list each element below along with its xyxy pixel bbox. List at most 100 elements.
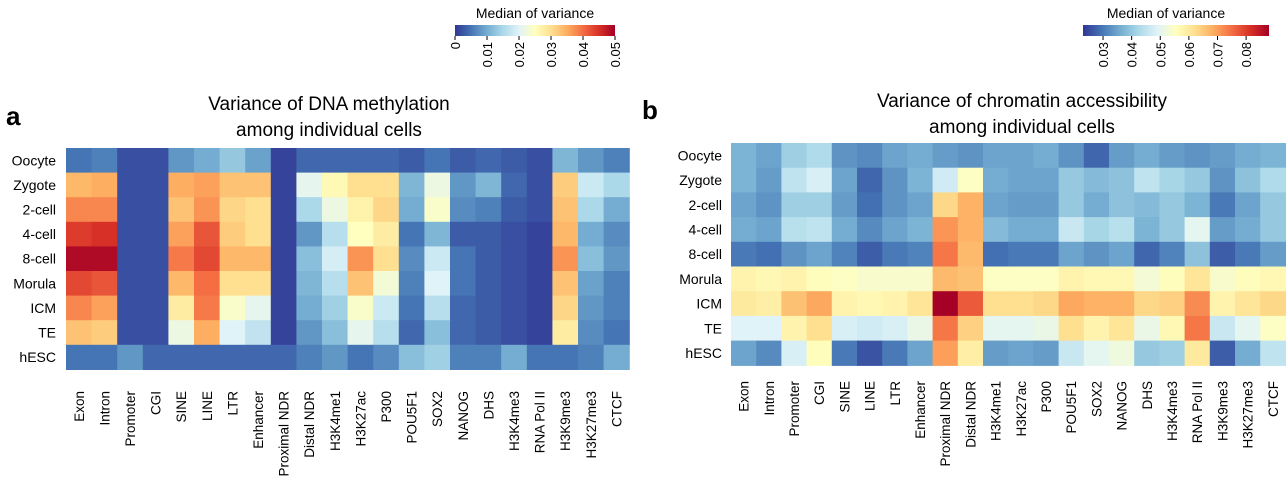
panel-b-cell-7-19 xyxy=(1209,315,1236,342)
panel-b-cell-0-20 xyxy=(1235,143,1261,169)
panel-b-cell-0-21 xyxy=(1260,143,1286,169)
panel-b-cell-0-17 xyxy=(1159,143,1186,169)
panel-b-cell-4-8 xyxy=(932,241,959,268)
panel-b-cell-0-19 xyxy=(1209,143,1236,169)
panel-b-cell-5-13 xyxy=(1058,266,1085,292)
panel-b-cell-8-9 xyxy=(957,340,984,366)
panel-a-cell-8-13 xyxy=(398,344,425,370)
panel-a-cell-3-21 xyxy=(603,221,630,247)
panel-b-column-labels: Exon Intron Promoter CGI SINE LINE LTR Enhancer… xyxy=(737,381,1281,467)
panel-a-cell-4-6 xyxy=(219,246,246,272)
panel-a-legend-tick-label: 0.02 xyxy=(512,42,527,67)
panel-a-cell-6-6 xyxy=(219,295,246,321)
panel-b-column-label: Exon xyxy=(737,381,752,412)
panel-a-cell-6-15 xyxy=(450,295,477,321)
panel-a-cell-2-2 xyxy=(117,197,144,223)
panel-b-column-label: Promoter xyxy=(787,381,802,437)
panel-a-cell-3-6 xyxy=(219,221,246,247)
panel-b-cell-6-12 xyxy=(1033,291,1060,317)
panel-a-cell-5-11 xyxy=(347,271,374,297)
panel-a-cell-5-5 xyxy=(194,271,221,297)
panel-a-row-label: 2-cell xyxy=(23,202,56,218)
panel-b-cell-0-6 xyxy=(882,143,908,169)
panel-a-cell-1-8 xyxy=(270,172,297,198)
panel-a-cell-1-19 xyxy=(552,172,579,198)
panel-b-cell-4-1 xyxy=(756,241,782,268)
panel-a-column-label: LTR xyxy=(225,391,240,416)
panel-a-cell-4-12 xyxy=(373,246,400,272)
panel-a-cell-7-13 xyxy=(398,320,425,346)
panel-b-cell-2-19 xyxy=(1209,192,1236,218)
panel-a-cell-5-10 xyxy=(322,271,349,297)
panel-b-cell-3-18 xyxy=(1184,217,1211,243)
panel-b-cell-0-14 xyxy=(1083,143,1110,169)
panel-b-cell-1-17 xyxy=(1159,167,1186,193)
panel-b-cell-3-3 xyxy=(806,217,833,243)
panel-a-cell-4-20 xyxy=(578,246,605,272)
panel-a-cell-2-13 xyxy=(398,197,425,223)
panel-b-cell-1-16 xyxy=(1134,167,1160,193)
panel-b-cell-5-9 xyxy=(957,266,984,292)
panel-a-cell-5-21 xyxy=(603,271,630,297)
panel-b-cell-5-1 xyxy=(756,266,782,292)
panel-b-cell-6-8 xyxy=(932,291,959,317)
panel-b-cell-0-13 xyxy=(1058,143,1085,169)
panel-b-cell-8-0 xyxy=(731,340,757,366)
panel-b-cell-1-14 xyxy=(1083,167,1110,193)
panel-b-cell-2-9 xyxy=(957,192,984,218)
panel-a-colorbar xyxy=(455,25,615,36)
panel-a-cell-7-0 xyxy=(66,320,93,346)
panel-a-cell-3-3 xyxy=(142,221,169,247)
panel-b-cell-4-0 xyxy=(731,241,757,268)
panel-b-cell-8-8 xyxy=(932,340,959,366)
panel-b-cell-3-12 xyxy=(1033,217,1060,243)
panel-a-cell-7-11 xyxy=(347,320,374,346)
panel-a-legend-title: Median of variance xyxy=(476,5,595,21)
panel-a-cell-7-12 xyxy=(373,320,400,346)
panel-b-cell-5-8 xyxy=(932,266,959,292)
panel-b-row-label: TE xyxy=(704,320,722,336)
panel-b-cell-3-7 xyxy=(907,217,934,243)
panel-a-cell-6-2 xyxy=(117,295,144,321)
panel-b-cell-5-21 xyxy=(1260,266,1286,292)
panel-a-cell-6-14 xyxy=(424,295,451,321)
panel-b-cell-1-18 xyxy=(1184,167,1211,193)
panel-b-cell-5-19 xyxy=(1209,266,1236,292)
panel-b-cell-0-12 xyxy=(1033,143,1060,169)
panel-b-cell-7-17 xyxy=(1159,315,1186,342)
panel-b-cell-6-5 xyxy=(857,291,883,317)
panel-b-cell-1-2 xyxy=(781,167,808,193)
panel-a-cell-5-4 xyxy=(168,271,195,297)
panel-b-cell-7-13 xyxy=(1058,315,1085,342)
panel-b-letter: b xyxy=(642,95,658,125)
panel-b-legend-tick-label: 0.07 xyxy=(1210,42,1225,67)
panel-b-cell-6-4 xyxy=(831,291,858,317)
panel-a-cell-3-1 xyxy=(91,221,118,247)
panel-a-cell-4-1 xyxy=(91,246,118,272)
panel-a-cell-2-7 xyxy=(245,197,272,223)
panel-a-methylation: a Variance of DNA methylation among indi… xyxy=(6,5,630,477)
panel-a-cell-1-0 xyxy=(66,172,93,198)
panel-a-cell-5-7 xyxy=(245,271,272,297)
panel-a-cell-8-4 xyxy=(168,344,195,370)
panel-a-row-label: 8-cell xyxy=(23,251,56,267)
panel-a-cell-7-15 xyxy=(450,320,477,346)
panel-a-cell-8-9 xyxy=(296,344,323,370)
panel-a-cell-3-18 xyxy=(526,221,553,247)
panel-a-cell-8-20 xyxy=(578,344,605,370)
panel-a-cell-3-14 xyxy=(424,221,451,247)
panel-a-column-label: LINE xyxy=(200,391,215,421)
panel-a-cell-4-13 xyxy=(398,246,425,272)
panel-a-cell-8-21 xyxy=(603,344,630,370)
panel-a-cell-4-8 xyxy=(270,246,297,272)
panel-a-cell-6-13 xyxy=(398,295,425,321)
panel-a-cell-6-17 xyxy=(501,295,528,321)
panel-b-column-label: SINE xyxy=(837,381,852,413)
panel-b-cell-3-21 xyxy=(1260,217,1286,243)
panel-b-cell-8-1 xyxy=(756,340,782,366)
panel-b-cell-4-4 xyxy=(831,241,858,268)
panel-b-cell-6-10 xyxy=(983,291,1009,317)
panel-a-title-line-2: among individual cells xyxy=(236,120,422,141)
panel-a-cell-5-15 xyxy=(450,271,477,297)
panel-b-column-label: Proximal NDR xyxy=(938,381,953,467)
